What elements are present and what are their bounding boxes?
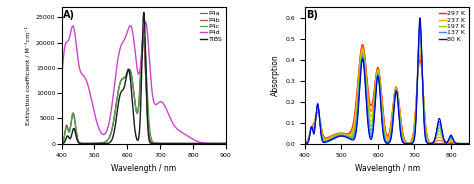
TIBS bbox=[129, 94, 135, 96]
TIBS bbox=[122, 84, 128, 87]
P4a bbox=[87, 142, 93, 145]
P4c bbox=[87, 142, 93, 145]
Y-axis label: Extinction coefficient / M⁻¹cm⁻¹: Extinction coefficient / M⁻¹cm⁻¹ bbox=[25, 26, 30, 125]
P4c bbox=[220, 142, 226, 145]
TIBS bbox=[223, 142, 229, 145]
Y-axis label: Absorption: Absorption bbox=[271, 55, 280, 96]
TIBS bbox=[141, 11, 146, 13]
P4d bbox=[87, 92, 93, 95]
Text: A): A) bbox=[63, 10, 75, 20]
P4a bbox=[122, 77, 128, 79]
X-axis label: Wavelength / nm: Wavelength / nm bbox=[355, 164, 419, 173]
Line: P4a: P4a bbox=[62, 38, 226, 144]
P4a bbox=[78, 142, 83, 144]
P4d bbox=[143, 21, 148, 23]
Line: P4c: P4c bbox=[62, 36, 226, 144]
P4a bbox=[129, 76, 135, 78]
P4d bbox=[78, 70, 83, 72]
P4c bbox=[129, 75, 135, 77]
P4c bbox=[78, 142, 83, 144]
P4b bbox=[140, 36, 146, 38]
P4b bbox=[87, 142, 93, 145]
P4b bbox=[59, 142, 64, 144]
P4c bbox=[202, 142, 208, 145]
TIBS bbox=[220, 142, 226, 145]
P4b bbox=[223, 142, 229, 145]
P4a bbox=[202, 142, 208, 145]
TIBS bbox=[202, 142, 208, 145]
P4b bbox=[78, 142, 83, 144]
P4d bbox=[202, 142, 208, 144]
Line: P4b: P4b bbox=[62, 37, 226, 144]
P4a bbox=[140, 37, 146, 39]
Line: TIBS: TIBS bbox=[62, 12, 226, 144]
Legend: P4a, P4b, P4c, P4d, TIBS: P4a, P4b, P4c, P4d, TIBS bbox=[198, 9, 225, 44]
P4d bbox=[122, 38, 128, 40]
P4a bbox=[59, 142, 64, 144]
P4d bbox=[129, 27, 135, 29]
P4c bbox=[122, 76, 128, 79]
P4b bbox=[129, 76, 135, 78]
P4a bbox=[220, 142, 226, 145]
P4c bbox=[223, 142, 229, 145]
P4d bbox=[220, 142, 226, 145]
TIBS bbox=[59, 142, 64, 145]
X-axis label: Wavelength / nm: Wavelength / nm bbox=[111, 164, 176, 173]
P4d bbox=[59, 78, 64, 80]
P4b bbox=[202, 142, 208, 145]
Line: P4d: P4d bbox=[62, 22, 226, 144]
P4b bbox=[122, 76, 128, 78]
Legend: 297 K, 237 K, 197 K, 137 K, 80 K: 297 K, 237 K, 197 K, 137 K, 80 K bbox=[437, 9, 468, 44]
P4c bbox=[59, 142, 64, 144]
TIBS bbox=[87, 142, 93, 145]
TIBS bbox=[78, 142, 83, 145]
P4b bbox=[220, 142, 226, 145]
P4d bbox=[223, 142, 229, 145]
P4c bbox=[141, 35, 146, 37]
P4a bbox=[223, 142, 229, 145]
Text: B): B) bbox=[307, 10, 319, 20]
